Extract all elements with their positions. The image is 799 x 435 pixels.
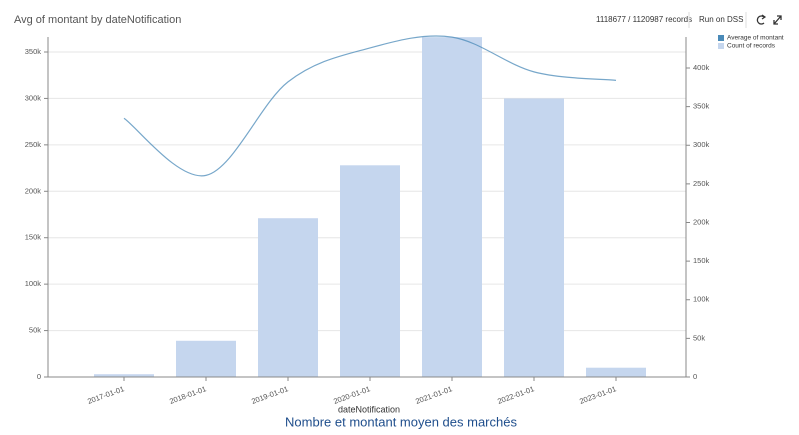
legend-swatch (718, 43, 724, 49)
bar (258, 218, 318, 377)
y-tick-label: 0 (37, 372, 41, 381)
y2-tick-label: 200k (693, 217, 710, 226)
bar (586, 367, 646, 377)
y-tick-label: 300k (25, 93, 42, 102)
y2-tick-label: 350k (693, 102, 710, 111)
x-tick-label: 2019-01-01 (250, 384, 289, 406)
y-tick-label: 50k (29, 326, 41, 335)
y-tick-label: 250k (25, 140, 42, 149)
bar (340, 165, 400, 377)
x-tick-label: 2023-01-01 (578, 384, 617, 406)
x-tick-label: 2022-01-01 (496, 384, 535, 406)
y2-tick-label: 250k (693, 179, 710, 188)
refresh-icon[interactable] (756, 14, 767, 25)
y-tick-label: 150k (25, 233, 42, 242)
records-info: 1118677 / 1120987 records (596, 15, 692, 24)
y2-tick-label: 400k (693, 63, 710, 72)
x-tick-label: 2020-01-01 (332, 384, 371, 406)
y2-tick-label: 100k (693, 295, 710, 304)
x-tick-label: 2021-01-01 (414, 384, 453, 406)
caption: Nombre et montant moyen des marchés (285, 414, 517, 429)
y-tick-label: 200k (25, 186, 42, 195)
y2-tick-label: 150k (693, 256, 710, 265)
bar (176, 340, 236, 377)
y2-tick-label: 300k (693, 140, 710, 149)
bar (94, 374, 154, 377)
y-tick-label: 100k (25, 279, 42, 288)
run-button[interactable]: Run on DSS (699, 15, 743, 24)
y-tick-label: 350k (25, 47, 42, 56)
line (123, 35, 617, 177)
chart-title: Avg of montant by dateNotification (14, 14, 181, 26)
x-tick-label: 2018-01-01 (168, 384, 207, 406)
legend-label: Average of montant (727, 35, 784, 42)
bar (504, 98, 564, 377)
y2-tick-label: 0 (693, 372, 697, 381)
bar (422, 37, 482, 378)
y2-tick-label: 50k (693, 333, 705, 342)
expand-icon[interactable] (773, 15, 782, 25)
x-tick-label: 2017-01-01 (86, 384, 125, 406)
x-axis-label: dateNotification (338, 404, 400, 414)
legend-label: Count of records (727, 43, 776, 50)
legend-swatch (718, 35, 724, 41)
